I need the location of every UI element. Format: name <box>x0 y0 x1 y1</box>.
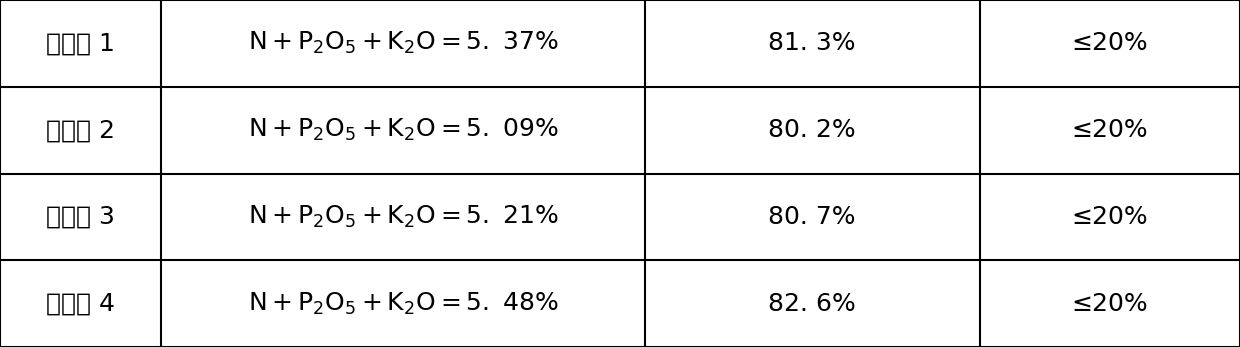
Text: $\mathrm{N+P_2O_5+K_2O=5.\ 37\%}$: $\mathrm{N+P_2O_5+K_2O=5.\ 37\%}$ <box>248 30 558 57</box>
Text: $\mathrm{N+P_2O_5+K_2O=5.\ 21\%}$: $\mathrm{N+P_2O_5+K_2O=5.\ 21\%}$ <box>248 204 558 230</box>
Text: 实施例 1: 实施例 1 <box>46 31 115 56</box>
Text: 80. 2%: 80. 2% <box>769 118 856 142</box>
Text: $\mathrm{N+P_2O_5+K_2O=5.\ 48\%}$: $\mathrm{N+P_2O_5+K_2O=5.\ 48\%}$ <box>248 290 558 317</box>
Text: ≤20%: ≤20% <box>1071 291 1148 316</box>
Text: $\mathrm{N+P_2O_5+K_2O=5.\ 09\%}$: $\mathrm{N+P_2O_5+K_2O=5.\ 09\%}$ <box>248 117 558 143</box>
Text: 80. 7%: 80. 7% <box>769 205 856 229</box>
Text: 82. 6%: 82. 6% <box>769 291 856 316</box>
Text: 实施例 4: 实施例 4 <box>46 291 115 316</box>
Text: 实施例 3: 实施例 3 <box>46 205 115 229</box>
Text: 81. 3%: 81. 3% <box>769 31 856 56</box>
Text: ≤20%: ≤20% <box>1071 205 1148 229</box>
Text: 实施例 2: 实施例 2 <box>46 118 115 142</box>
Text: ≤20%: ≤20% <box>1071 31 1148 56</box>
Text: ≤20%: ≤20% <box>1071 118 1148 142</box>
